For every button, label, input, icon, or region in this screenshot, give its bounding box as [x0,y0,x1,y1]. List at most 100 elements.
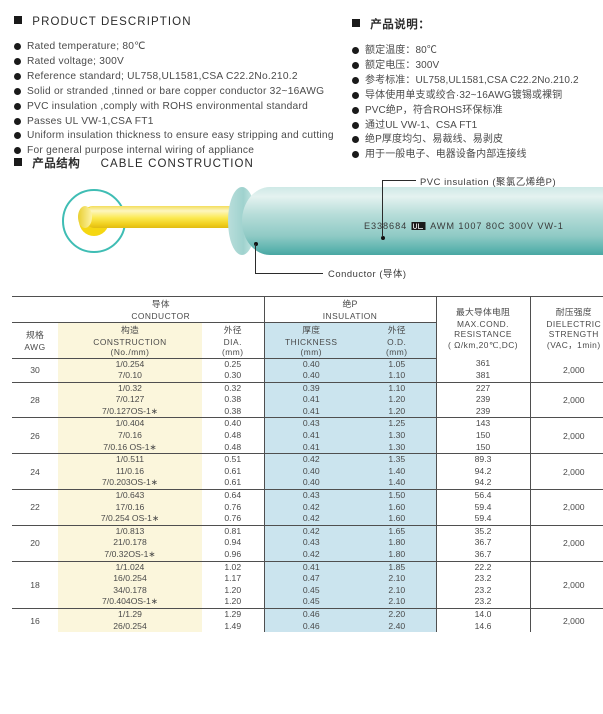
list-item-label: PVC绝P，符合ROHS环保标准 [365,104,503,116]
table-cell-value: 94.2 [474,465,492,476]
cell-dielectric-strength: 2,000 [529,489,603,526]
cell-awg: 28 [12,382,58,419]
table-cell-value: 2.40 [388,620,406,631]
table-row: 28 1/0.32 7/0.127 7/0.127OS-1∗ 0.32 0.38 0.38 0… [12,382,603,419]
cable-construction-heading-cn: 产品结构 [32,158,81,170]
list-item-label: 用于一般电子、电器设备内部连接线 [365,149,527,161]
table-cell-value: 0.40 [224,418,242,429]
round-bullet-icon [14,43,21,50]
table-cell-value: 0.48 [224,441,242,452]
insulation-callout-hline [382,180,416,181]
cell-awg: 18 [12,561,58,609]
cell-construction: 1/1.29 26/0.254 [58,608,202,633]
list-item-label: 额定温度：80℃ [365,45,437,56]
cell-conductor-dia: 0.81 0.94 0.96 [202,525,265,562]
table-cell-value: 2.20 [388,608,406,619]
cell-dielectric-strength: 2,000 [529,358,603,383]
table-cell-value: 94.2 [474,477,492,488]
round-bullet-icon [352,91,359,99]
list-item-label: Rated voltage; 300V [27,55,125,67]
table-cell-value: 0.51 [224,454,242,465]
column-header-dielectric: 耐压强度 DIELECTRIC STRENGTH (VAC，1min) [529,296,603,358]
table-cell-value: 0.25 [224,358,242,369]
list-item: 参考标准：UL758,UL1581,CSA C22.2No.210.2 [352,74,602,87]
list-item-label: Passes UL VW-1,CSA FT1 [27,115,154,127]
table-cell-value: 23.2 [474,573,492,584]
table-cell-value: 150 [475,441,491,452]
table-cell-value: 1.25 [388,418,406,429]
column-header-construction: 构造 CONSTRUCTION (No./mm) [58,321,202,359]
cable-specification-table: 导体 CONDUCTOR 绝P INSULATION 最大导体电阻 MAX.CO… [12,296,603,633]
round-bullet-icon [352,106,359,114]
table-cell-value: 1.20 [224,596,242,607]
conductor-callout-vline [255,244,256,273]
table-cell-value: 1.30 [388,441,406,452]
cell-dielectric-strength: 2,000 [529,453,603,491]
cell-dielectric-strength: 2,000 [529,525,603,562]
list-item: 导体使用单支或绞合·32~16AWG镀锡或裸铜 [352,89,602,102]
table-cell-value: 0.30 [224,370,242,381]
table-row: 18 1/1.024 16/0.254 34/0.178 7/0.404OS-1∗ 1.0… [12,561,603,609]
table-cell-value: 0.42 [302,549,320,559]
list-item: PVC绝P，符合ROHS环保标准 [352,104,602,117]
table-cell-value: 1/0.643 [115,490,145,501]
table-cell-value: 26/0.254 [113,620,147,631]
table-cell-value: 227 [475,382,491,393]
table-cell-value: 0.40 [302,370,320,381]
cell-dielectric-strength: 2,000 [529,561,603,609]
table-cell-value: 239 [475,394,491,405]
round-bullet-icon [352,47,359,54]
cell-insulation-od: 1.05 1.10 [358,358,437,383]
table-cell-value: 0.41 [302,405,320,416]
round-bullet-icon [14,117,21,125]
insulation-callout-vline [382,180,383,237]
table-cell-value: 1.17 [224,573,242,584]
round-bullet-icon [352,136,359,144]
table-cell-value: 0.46 [302,608,320,619]
list-item-label: Reference standard; UL758,UL1581,CSA C22… [27,70,298,82]
product-description-cn-section: 产品说明： 额定温度：80℃ 额定电压：300V 参考标准：UL758,UL1581… [352,16,602,163]
table-cell-value: 0.39 [302,382,320,393]
table-cell-value: 0.40 [302,465,320,476]
table-cell-value: 7/0.32OS-1∗ [104,549,156,559]
table-cell-value: 143 [475,418,491,429]
round-bullet-icon [14,132,21,140]
table-cell-value: 0.61 [224,477,242,488]
table-cell-value: 0.40 [302,477,320,488]
square-bullet-icon [352,19,360,27]
insulation-callout-dot [381,236,385,240]
table-cell-value: 89.3 [474,454,492,465]
table-cell-value: 14.6 [474,620,492,631]
group-header-spacer-left [12,296,58,322]
table-cell-value: 0.47 [302,573,320,584]
cell-resistance: 143 150 150 [435,417,531,455]
list-item: Reference standard; UL758,UL1581,CSA C22… [14,70,344,83]
group-header-insulation: 绝P INSULATION [263,296,437,322]
table-cell-value: 0.76 [224,513,242,524]
table-cell-value: 1.30 [388,430,406,441]
table-cell-value: 0.41 [302,441,320,452]
table-row: 22 1/0.643 17/0.16 7/0.254 OS-1∗ 0.64 0.76 0.7… [12,489,603,526]
column-header-od: 外径 O.D. (mm) [358,321,437,359]
table-cell-value: 1.80 [388,537,406,548]
table-cell-value: 0.42 [302,525,320,536]
table-cell-value: 36.7 [474,537,492,548]
table-cell-value: 0.81 [224,525,242,536]
table-cell-value: 1.20 [388,405,406,416]
cell-insulation-thickness: 0.39 0.41 0.41 [263,382,359,419]
table-cell-value: 0.43 [302,537,320,548]
table-cell-value: 239 [475,405,491,416]
table-cell-value: 1.60 [388,501,406,512]
cell-resistance: 227 239 239 [435,382,531,419]
list-item: Passes UL VW-1,CSA FT1 [14,115,344,128]
square-bullet-icon [14,16,22,24]
cell-construction: 1/0.813 21/0.178 7/0.32OS-1∗ [58,525,202,562]
list-item: 通过UL VW-1、CSA FT1 [352,119,602,132]
table-cell-value: 7/0.203OS-1∗ [102,477,158,488]
list-item-label: Uniform insulation thickness to ensure e… [27,130,334,142]
table-cell-value: 7/0.10 [118,370,142,381]
table-cell-value: 59.4 [474,501,492,512]
table-row: 30 1/0.254 7/0.10 0.25 0.30 0.40 0.40 1.05 1.10 3… [12,358,603,383]
table-cell-value: 381 [475,369,491,380]
table-cell-value: 0.46 [302,620,320,631]
